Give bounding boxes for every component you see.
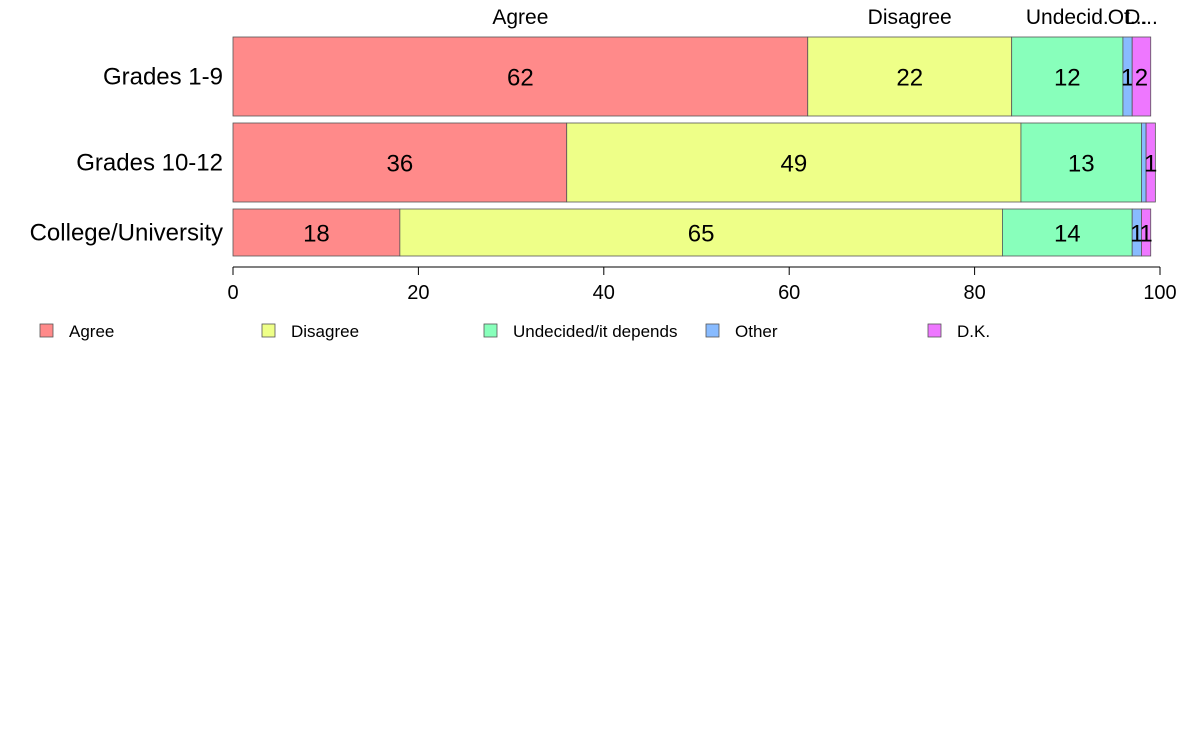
x-tick-label: 0	[227, 282, 238, 304]
x-tick-label: 20	[407, 282, 429, 304]
data-label: 49	[780, 151, 807, 178]
legend-swatch	[483, 323, 498, 338]
bar-segment	[1020, 122, 1142, 203]
legend-label: D.K.	[957, 322, 990, 341]
bar-segment	[232, 208, 401, 257]
legend-label: Other	[735, 322, 778, 341]
data-label: 62	[507, 65, 534, 92]
legend-label: Disagree	[291, 322, 359, 341]
legend-label: Agree	[69, 322, 114, 341]
legend-swatch	[261, 323, 276, 338]
data-label: 1	[1144, 151, 1157, 178]
bar-segment	[1131, 36, 1152, 117]
x-tick-label: 100	[1143, 282, 1176, 304]
category-label: Grades 1-9	[103, 64, 223, 91]
data-label: 18	[303, 221, 330, 248]
bar-segment	[1145, 122, 1156, 203]
data-label: 12	[1054, 65, 1081, 92]
column-label: Agree	[492, 6, 548, 29]
column-label: Disagree	[868, 6, 952, 29]
data-label: 65	[688, 221, 715, 248]
bar-segment	[807, 36, 1013, 117]
data-label: 1	[1121, 65, 1134, 92]
data-label: 13	[1068, 151, 1095, 178]
x-tick-label: 40	[593, 282, 615, 304]
legend-swatch	[39, 323, 54, 338]
data-label: 14	[1054, 221, 1081, 248]
data-label: 2	[1135, 65, 1148, 92]
legend-swatch	[705, 323, 720, 338]
column-label: Ot...	[1108, 6, 1148, 29]
data-label: 1	[1139, 221, 1152, 248]
bar-segment	[399, 208, 1003, 257]
legend-swatch	[927, 323, 942, 338]
x-tick-label: 60	[778, 282, 800, 304]
bar-segment	[1141, 208, 1152, 257]
data-label: 22	[896, 65, 923, 92]
category-label: Grades 10-12	[76, 150, 223, 177]
column-label: Undecid.	[1026, 6, 1109, 29]
column-label: D...	[1125, 6, 1158, 29]
category-label: College/University	[30, 220, 223, 247]
x-tick-label: 80	[963, 282, 985, 304]
data-label: 1	[1130, 221, 1143, 248]
legend-label: Undecided/it depends	[513, 322, 677, 341]
data-label: 36	[387, 151, 414, 178]
